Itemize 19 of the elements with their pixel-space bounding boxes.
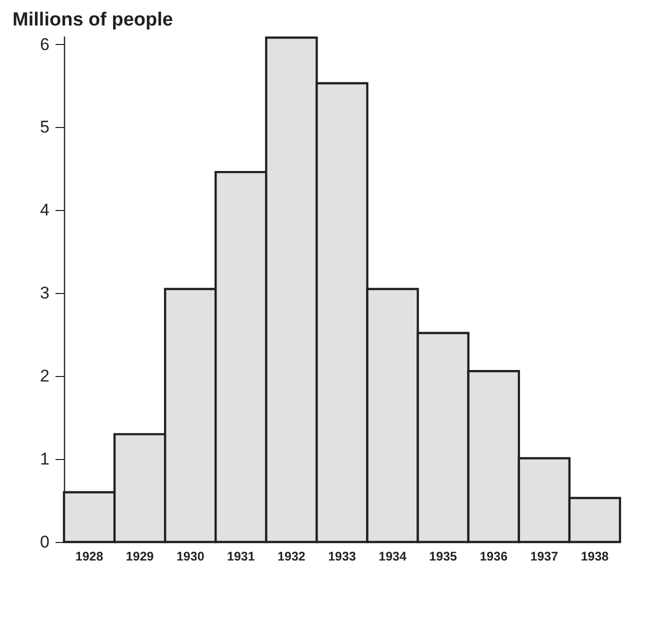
x-tick-label: 1931 xyxy=(227,550,255,564)
y-tick-label: 5 xyxy=(40,118,50,137)
y-tick-label: 4 xyxy=(40,200,50,220)
x-tick-label: 1929 xyxy=(126,550,154,564)
x-tick-label: 1928 xyxy=(75,550,104,564)
y-tick-label: 2 xyxy=(40,366,50,386)
y-tick-label: 1 xyxy=(40,450,50,469)
y-tick-label: 6 xyxy=(40,34,50,54)
chart-title: Millions of people xyxy=(12,9,173,30)
x-tick-label: 1936 xyxy=(480,550,508,564)
x-tick-label: 1934 xyxy=(378,550,406,564)
x-tick-label: 1933 xyxy=(328,550,356,564)
y-tick-label: 0 xyxy=(40,532,50,552)
x-tick-label: 1930 xyxy=(176,550,204,564)
x-tick-label: 1932 xyxy=(278,550,306,564)
y-tick-label: 3 xyxy=(40,284,50,303)
x-tick-label: 1937 xyxy=(530,550,558,564)
x-tick-label: 1938 xyxy=(580,550,609,564)
x-tick-label: 1935 xyxy=(429,550,458,564)
